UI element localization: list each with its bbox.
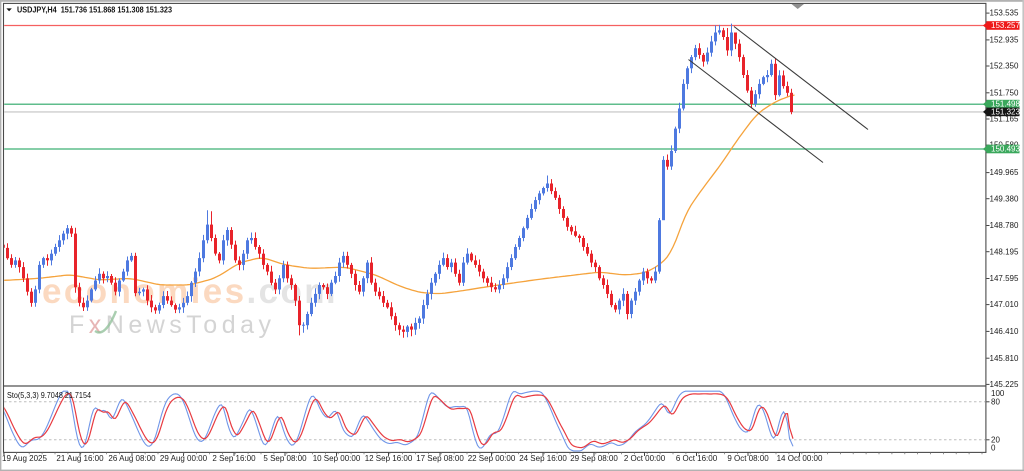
svg-text:22 Sep 00:00: 22 Sep 00:00	[468, 454, 516, 463]
svg-text:153.535: 153.535	[990, 9, 1019, 18]
svg-text:151.750: 151.750	[990, 88, 1019, 97]
svg-text:10 Sep 00:00: 10 Sep 00:00	[313, 454, 361, 463]
svg-text:100: 100	[991, 389, 1005, 398]
svg-text:29 Sep 08:00: 29 Sep 08:00	[570, 454, 618, 463]
svg-text:2 Oct 00:00: 2 Oct 00:00	[624, 454, 666, 463]
svg-text:0: 0	[991, 443, 996, 452]
svg-text:151.498: 151.498	[991, 100, 1020, 109]
svg-text:151.323: 151.323	[991, 108, 1020, 117]
svg-text:147.010: 147.010	[990, 300, 1019, 309]
svg-text:150.493: 150.493	[991, 145, 1020, 154]
svg-text:148.780: 148.780	[990, 221, 1019, 230]
svg-text:6 Oct 16:00: 6 Oct 16:00	[676, 454, 718, 463]
svg-text:FxNewsToday: FxNewsToday	[69, 311, 276, 339]
svg-text:USDJPY,H4 151.736 151.868 151: USDJPY,H4 151.736 151.868 151.308 151.32…	[17, 6, 173, 15]
svg-text:146.410: 146.410	[990, 327, 1019, 336]
svg-text:151.165: 151.165	[990, 115, 1019, 124]
svg-text:148.195: 148.195	[990, 247, 1019, 256]
svg-text:17 Sep 08:00: 17 Sep 08:00	[416, 454, 464, 463]
svg-text:2 Sep 16:00: 2 Sep 16:00	[212, 454, 256, 463]
svg-text:26 Aug 08:00: 26 Aug 08:00	[108, 454, 156, 463]
svg-text:Sto(5,3,3) 9.7048 21.7154: Sto(5,3,3) 9.7048 21.7154	[7, 391, 91, 400]
svg-text:19 Aug 2025: 19 Aug 2025	[2, 454, 47, 463]
svg-text:9 Oct 08:00: 9 Oct 08:00	[727, 454, 769, 463]
svg-text:24 Sep 16:00: 24 Sep 16:00	[519, 454, 567, 463]
svg-text:14 Oct 00:00: 14 Oct 00:00	[777, 454, 823, 463]
svg-text:80: 80	[991, 397, 1000, 406]
svg-text:5 Sep 08:00: 5 Sep 08:00	[263, 454, 307, 463]
svg-text:20: 20	[991, 435, 1000, 444]
svg-text:149.380: 149.380	[990, 194, 1019, 203]
svg-text:152.350: 152.350	[990, 62, 1019, 71]
svg-text:153.257: 153.257	[991, 21, 1020, 30]
svg-text:145.810: 145.810	[990, 354, 1019, 363]
svg-text:147.595: 147.595	[990, 274, 1019, 283]
svg-text:21 Aug 16:00: 21 Aug 16:00	[56, 454, 104, 463]
svg-text:12 Sep 16:00: 12 Sep 16:00	[365, 454, 413, 463]
svg-text:29 Aug 00:00: 29 Aug 00:00	[160, 454, 208, 463]
svg-text:149.965: 149.965	[990, 168, 1019, 177]
svg-text:152.935: 152.935	[990, 36, 1019, 45]
svg-text:145.225: 145.225	[990, 380, 1019, 389]
